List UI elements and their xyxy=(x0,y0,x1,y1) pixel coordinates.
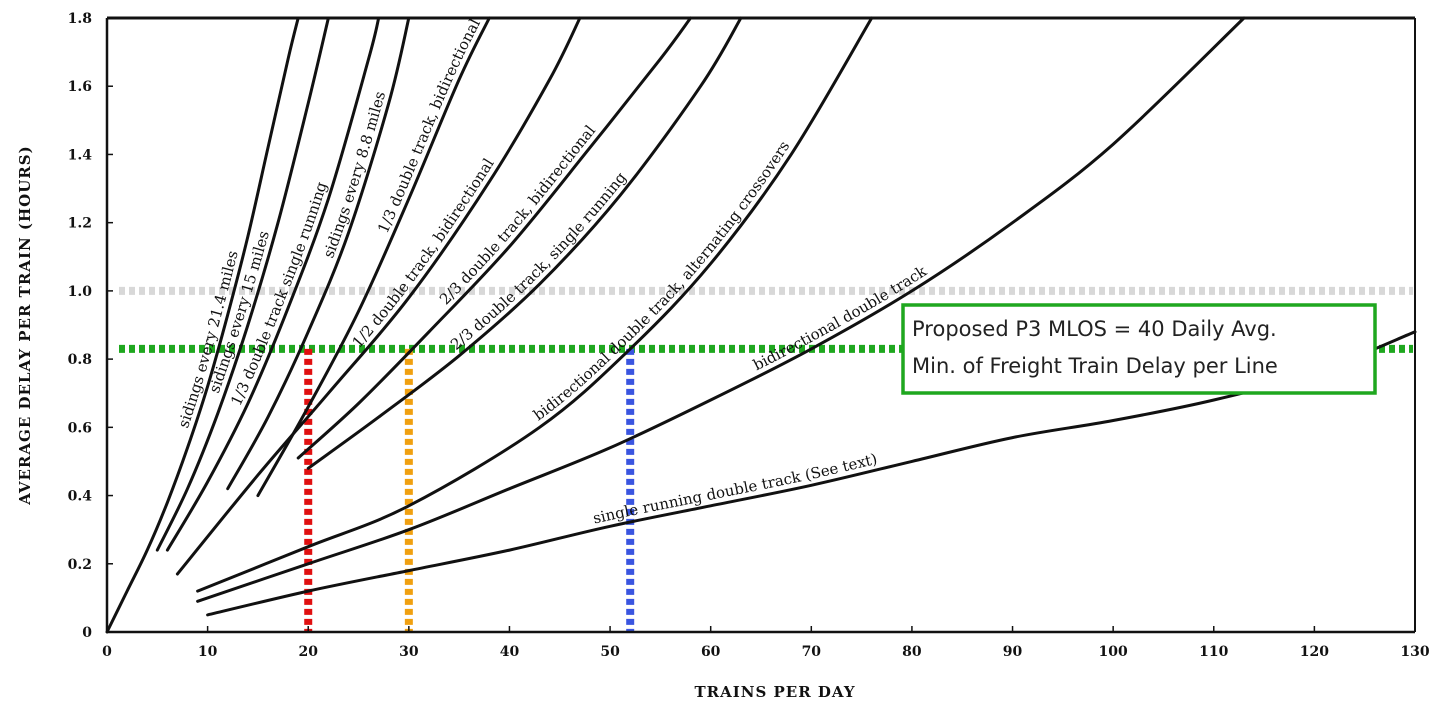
callout-line-1: Proposed P3 MLOS = 40 Daily Avg. xyxy=(912,317,1277,341)
x-axis-label: TRAINS PER DAY xyxy=(694,683,855,701)
curve-label-bidirectional-double-track-alternating-crossovers: bidirectional double track, alternating … xyxy=(530,138,793,425)
x-tick-label: 70 xyxy=(802,644,822,660)
curve-label-text: single running double track (See text) xyxy=(591,450,879,528)
x-tick-label: 130 xyxy=(1400,644,1429,660)
y-tick-label: 1.4 xyxy=(68,147,93,163)
y-tick-label: 1.6 xyxy=(68,79,92,95)
series-curve-bidirectional-double-track-alternating-crossovers xyxy=(196,16,874,593)
series-curve-sidings-every-8-8-miles xyxy=(226,16,411,491)
series-curve-sidings-every-15-miles xyxy=(155,16,330,552)
series-curve-1-3-double-track-bidirectional xyxy=(256,16,491,498)
ticks: 0 10 20 30 40 50 60 70 80 90 100 110 120 130 0 0.2 0.4 0.… xyxy=(68,11,1430,660)
x-tick-label: 100 xyxy=(1099,644,1128,660)
x-tick-label: 30 xyxy=(399,644,419,660)
y-tick-label: 0.6 xyxy=(68,420,92,436)
y-tick-label: 1.2 xyxy=(68,216,92,232)
y-tick-label: 1.0 xyxy=(68,284,93,300)
y-tick-label: 0.4 xyxy=(68,489,93,505)
y-axis-label: AVERAGE DELAY PER TRAIN (HOURS) xyxy=(16,145,34,505)
curve-label-single-running-double-track-see-text: single running double track (See text) xyxy=(591,450,879,528)
y-tick-label: 0.8 xyxy=(68,352,92,368)
x-tick-label: 20 xyxy=(298,644,318,660)
series-curve-1-2-double-track-bidirectional xyxy=(175,16,582,576)
curve-label-text: bidirectional double track, alternating … xyxy=(530,138,793,425)
y-tick-label: 1.8 xyxy=(68,11,92,27)
callout-line-2: Min. of Freight Train Delay per Line xyxy=(912,354,1278,378)
series-curve-1-3-double-track-single-running xyxy=(165,16,381,552)
x-tick-label: 40 xyxy=(500,644,520,660)
y-tick-label: 0 xyxy=(82,625,92,641)
x-tick-label: 50 xyxy=(600,644,620,660)
x-tick-label: 60 xyxy=(701,644,721,660)
series-curve-single-running-double-track-see-text xyxy=(206,330,1417,617)
axes xyxy=(105,16,1416,634)
x-tick-label: 80 xyxy=(902,644,922,660)
x-tick-label: 10 xyxy=(198,644,218,660)
series-curve-2-3-double-track-bidirectional xyxy=(296,16,693,460)
series-curves xyxy=(105,16,1417,634)
series-curve-bidirectional-double-track xyxy=(196,16,1246,603)
x-tick-label: 110 xyxy=(1199,644,1228,660)
x-tick-label: 90 xyxy=(1003,644,1023,660)
x-tick-label: 120 xyxy=(1300,644,1329,660)
series-curve-2-3-double-track-single-running xyxy=(306,16,743,470)
reference-lines xyxy=(119,286,1413,632)
x-tick-label: 0 xyxy=(102,644,112,660)
series-curve-sidings-every-21-4-miles xyxy=(105,16,300,634)
callout-box xyxy=(901,303,1377,395)
mlos-callout: Proposed P3 MLOS = 40 Daily Avg. Min. of… xyxy=(901,303,1377,395)
y-tick-label: 0.2 xyxy=(68,557,92,573)
